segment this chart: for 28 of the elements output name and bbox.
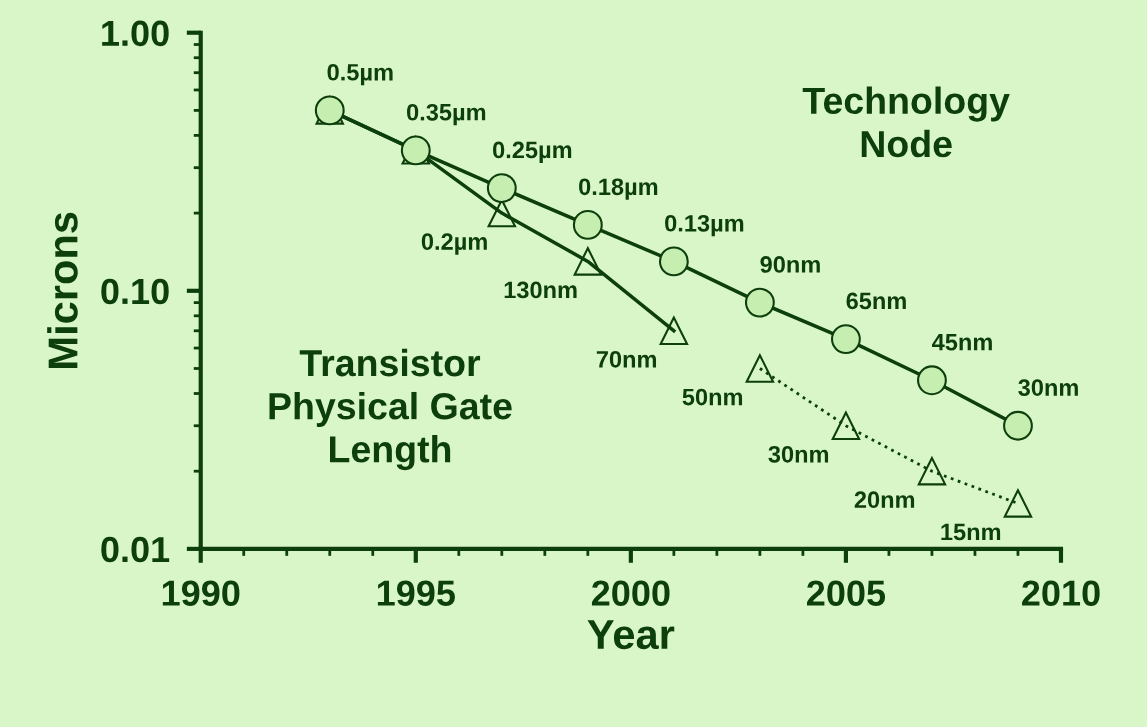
annotation: 70nm <box>596 350 657 368</box>
annotation: Technology Node <box>802 86 1010 158</box>
annotation: 0.18µm <box>579 178 658 200</box>
annotation: 130nm <box>504 281 577 299</box>
annotation: 30nm <box>768 445 829 463</box>
annotation: 90nm <box>760 256 820 273</box>
annotation: 50nm <box>682 388 743 406</box>
y-tick-label: 1.00 <box>102 20 169 47</box>
x-tick-label: 2005 <box>807 580 886 606</box>
annotation: 0.2µm <box>421 233 487 255</box>
annotation: 30nm <box>1018 379 1078 397</box>
x-tick-label: 2010 <box>1022 580 1100 606</box>
annotation: 0.13µm <box>665 214 744 237</box>
x-axis-title: Year <box>587 620 675 650</box>
x-tick-label: 2000 <box>591 580 670 606</box>
annotation: 0.35µm <box>407 103 486 126</box>
annotation: 0.25µm <box>493 141 572 163</box>
x-tick-label: 1990 <box>162 580 240 606</box>
annotation: 65nm <box>846 292 906 310</box>
annotation: 45nm <box>932 334 992 351</box>
annotation: Transistor Physical Gate Length <box>269 348 512 471</box>
annotation: 20nm <box>854 491 915 509</box>
annotation: 15nm <box>941 523 1001 541</box>
annotation: 0.5µm <box>327 63 393 86</box>
y-tick-label: 0.10 <box>101 278 169 305</box>
y-axis-title: Microns <box>47 212 78 368</box>
y-tick-label: 0.01 <box>101 536 170 563</box>
x-tick-label: 1995 <box>377 580 455 606</box>
